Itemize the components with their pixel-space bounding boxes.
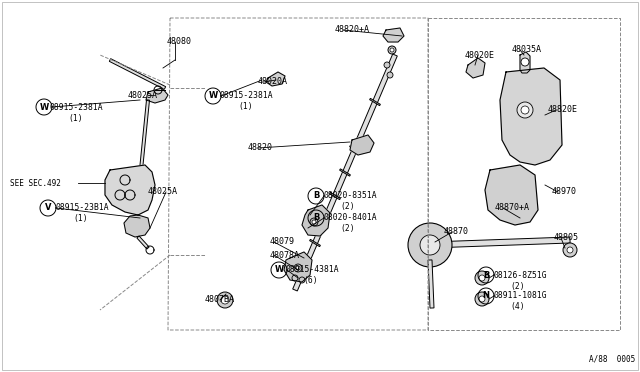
Text: 48970: 48970 bbox=[552, 187, 577, 196]
Circle shape bbox=[408, 223, 452, 267]
Circle shape bbox=[475, 271, 489, 285]
Circle shape bbox=[217, 292, 233, 308]
Polygon shape bbox=[302, 205, 330, 236]
Text: W: W bbox=[209, 92, 218, 100]
Circle shape bbox=[299, 277, 305, 283]
Text: B: B bbox=[483, 270, 489, 279]
Circle shape bbox=[388, 46, 396, 54]
Text: N: N bbox=[483, 292, 490, 301]
Polygon shape bbox=[485, 165, 538, 225]
Circle shape bbox=[420, 235, 440, 255]
Text: (4): (4) bbox=[510, 302, 525, 311]
Polygon shape bbox=[466, 58, 485, 78]
Polygon shape bbox=[137, 236, 149, 249]
Text: B: B bbox=[313, 214, 319, 222]
Polygon shape bbox=[146, 88, 168, 103]
Polygon shape bbox=[109, 59, 166, 89]
Polygon shape bbox=[310, 239, 321, 247]
Polygon shape bbox=[520, 52, 530, 73]
Text: (1): (1) bbox=[73, 215, 88, 224]
Polygon shape bbox=[138, 100, 150, 180]
Text: 48820: 48820 bbox=[248, 144, 273, 153]
Polygon shape bbox=[383, 28, 404, 42]
Text: 48870+A: 48870+A bbox=[495, 203, 530, 212]
Text: 08915-23B1A: 08915-23B1A bbox=[55, 203, 109, 212]
Circle shape bbox=[479, 275, 485, 281]
Polygon shape bbox=[124, 215, 150, 237]
Circle shape bbox=[390, 48, 394, 52]
Text: 48020A: 48020A bbox=[258, 77, 288, 87]
Text: 48025A: 48025A bbox=[148, 187, 178, 196]
Text: 48025A: 48025A bbox=[128, 90, 158, 99]
Circle shape bbox=[221, 296, 229, 304]
Circle shape bbox=[296, 266, 300, 270]
Text: 08915-2381A: 08915-2381A bbox=[50, 103, 104, 112]
Text: (6): (6) bbox=[303, 276, 317, 285]
Text: (2): (2) bbox=[510, 282, 525, 291]
Text: A/88  0005: A/88 0005 bbox=[589, 355, 635, 364]
Circle shape bbox=[292, 275, 298, 281]
Text: (2): (2) bbox=[340, 202, 355, 212]
Circle shape bbox=[387, 72, 393, 78]
Text: 08915-2381A: 08915-2381A bbox=[220, 92, 274, 100]
Text: 48820E: 48820E bbox=[548, 106, 578, 115]
Text: (2): (2) bbox=[340, 224, 355, 234]
Text: W: W bbox=[275, 266, 284, 275]
Text: W: W bbox=[40, 103, 49, 112]
Polygon shape bbox=[292, 54, 397, 291]
Text: 48078A: 48078A bbox=[270, 250, 300, 260]
Text: (1): (1) bbox=[68, 113, 83, 122]
Text: 48820+A: 48820+A bbox=[335, 26, 370, 35]
Text: 08911-1081G: 08911-1081G bbox=[493, 292, 547, 301]
Circle shape bbox=[312, 220, 316, 224]
Text: 48020E: 48020E bbox=[465, 51, 495, 60]
Circle shape bbox=[384, 62, 390, 68]
Circle shape bbox=[294, 264, 302, 272]
Text: 08020-8401A: 08020-8401A bbox=[323, 214, 376, 222]
Circle shape bbox=[521, 106, 529, 114]
Text: 4807BA: 4807BA bbox=[205, 295, 235, 305]
Polygon shape bbox=[370, 98, 380, 106]
Circle shape bbox=[310, 218, 318, 226]
Text: 48035A: 48035A bbox=[512, 45, 542, 55]
Polygon shape bbox=[430, 237, 570, 248]
Text: (1): (1) bbox=[238, 103, 253, 112]
Text: SEE SEC.492: SEE SEC.492 bbox=[10, 179, 61, 187]
Text: 08020-8351A: 08020-8351A bbox=[323, 192, 376, 201]
Text: B: B bbox=[313, 192, 319, 201]
Text: 08126-8Z51G: 08126-8Z51G bbox=[493, 270, 547, 279]
Polygon shape bbox=[350, 135, 374, 155]
Polygon shape bbox=[349, 145, 360, 153]
Circle shape bbox=[479, 296, 485, 302]
Polygon shape bbox=[428, 260, 434, 308]
Polygon shape bbox=[266, 72, 285, 86]
Polygon shape bbox=[105, 165, 155, 215]
Circle shape bbox=[567, 247, 573, 253]
Circle shape bbox=[517, 102, 533, 118]
Text: V: V bbox=[45, 203, 51, 212]
Text: 08915-4381A: 08915-4381A bbox=[285, 266, 339, 275]
Text: 48870: 48870 bbox=[444, 228, 469, 237]
Polygon shape bbox=[284, 252, 312, 282]
Text: 48805: 48805 bbox=[554, 234, 579, 243]
Circle shape bbox=[475, 292, 489, 306]
Polygon shape bbox=[330, 192, 340, 200]
Polygon shape bbox=[340, 169, 350, 176]
Text: 48080: 48080 bbox=[167, 38, 192, 46]
Text: 48079: 48079 bbox=[270, 237, 295, 247]
Circle shape bbox=[563, 243, 577, 257]
Circle shape bbox=[521, 58, 529, 66]
Polygon shape bbox=[500, 68, 562, 165]
